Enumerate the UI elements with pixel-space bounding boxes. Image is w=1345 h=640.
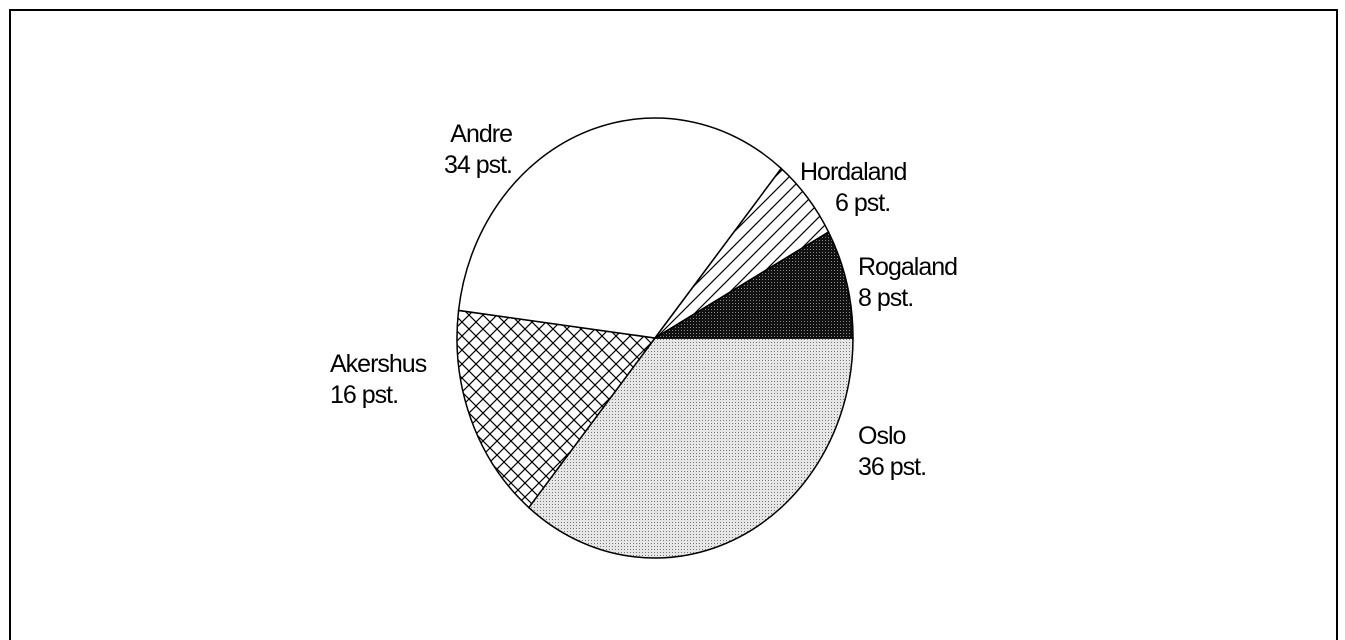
slice-value-label: 34 pst. xyxy=(444,151,512,179)
slice-label: Akershus xyxy=(330,350,427,378)
pie-slice xyxy=(456,309,657,509)
slice-value-label: 8 pst. xyxy=(858,284,913,312)
pie-slice xyxy=(652,230,854,339)
slice-label: Oslo xyxy=(858,422,906,450)
slice-label: Andre xyxy=(450,120,512,148)
pie-slice xyxy=(527,337,854,559)
slice-label: Rogaland xyxy=(858,253,957,281)
slice-value-label: 16 pst. xyxy=(330,381,398,409)
slice-value-label: 6 pst. xyxy=(835,189,890,217)
slice-value-label: 36 pst. xyxy=(858,453,926,481)
slice-label: Hordaland xyxy=(800,158,906,186)
frame xyxy=(9,9,1338,640)
pie-slice xyxy=(457,117,783,339)
